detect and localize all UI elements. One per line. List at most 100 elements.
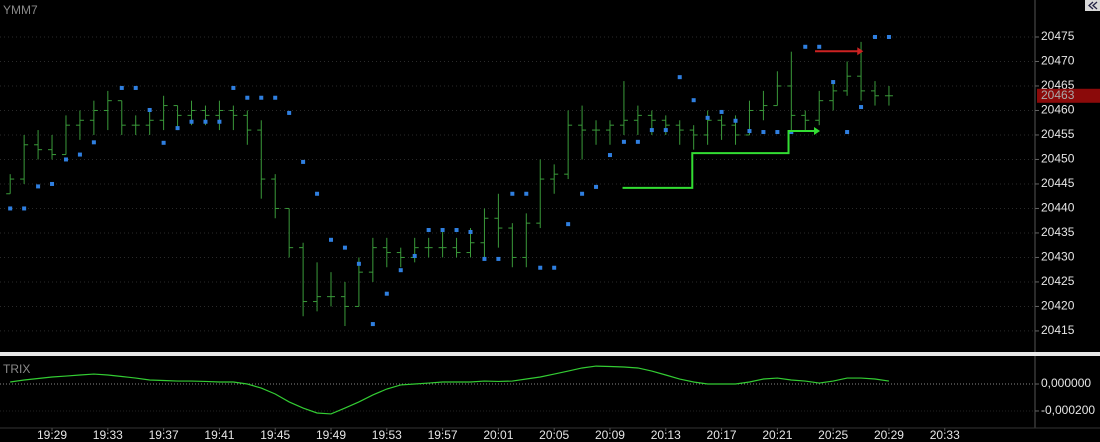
x-tick-label: 20:25 <box>818 428 848 442</box>
sar-dot <box>691 98 696 103</box>
sar-dot <box>886 34 891 39</box>
x-tick-label: 20:01 <box>483 428 513 442</box>
sar-dot <box>747 129 752 134</box>
sar-dot <box>63 157 68 162</box>
sar-dot <box>147 107 152 112</box>
y-tick-label: 20470 <box>1041 54 1075 68</box>
sar-dot <box>50 181 55 186</box>
x-tick-label: 20:21 <box>762 428 792 442</box>
y-tick-label: 0,000000 <box>1041 376 1091 390</box>
button-icon[interactable] <box>1088 1 1098 10</box>
sar-dot <box>36 184 41 189</box>
sar-dot <box>733 118 738 123</box>
trix-line <box>10 365 890 415</box>
x-tick-label: 20:09 <box>595 428 625 442</box>
y-tick-label: 20455 <box>1041 127 1075 141</box>
sar-dot <box>356 261 361 266</box>
sar-dot <box>384 291 389 296</box>
sar-dot <box>398 268 403 273</box>
sar-dot <box>259 95 264 100</box>
sar-dot <box>607 153 612 158</box>
stop-line <box>622 130 816 189</box>
sar-dot <box>580 191 585 196</box>
y-tick-label: 20420 <box>1041 299 1075 313</box>
last-price-label: 20463 <box>1041 88 1075 102</box>
sar-dot <box>454 228 459 233</box>
sar-dot <box>663 128 668 133</box>
x-tick-label: 19:33 <box>93 428 123 442</box>
sar-dot <box>440 228 445 233</box>
y-tick-label: 20465 <box>1041 78 1075 92</box>
x-tick-label: 19:57 <box>428 428 458 442</box>
x-tick-label: 19:29 <box>37 428 67 442</box>
x-tick-label: 20:05 <box>539 428 569 442</box>
sar-dot <box>91 140 96 145</box>
sar-dot <box>677 75 682 80</box>
sar-dot <box>775 130 780 135</box>
y-tick-label: 20445 <box>1041 176 1075 190</box>
sar-dot <box>859 105 864 110</box>
stop-arrow <box>814 127 821 136</box>
sar-dot <box>426 228 431 233</box>
sar-dot <box>482 256 487 261</box>
sar-dot <box>496 256 501 261</box>
sar-dot <box>594 184 599 189</box>
y-tick-label: 20450 <box>1041 152 1075 166</box>
sar-dot <box>817 44 822 49</box>
y-tick-label: 20460 <box>1041 103 1075 117</box>
sar-dot <box>287 110 292 115</box>
sar-dot <box>273 95 278 100</box>
collapse-button[interactable] <box>1085 0 1100 11</box>
sar-dot <box>189 119 194 124</box>
sar-dot <box>705 115 710 120</box>
price-panel-title: YMM7 <box>3 3 38 17</box>
sar-dot <box>342 245 347 250</box>
last-price-box <box>1037 88 1100 103</box>
sar-dot <box>524 191 529 196</box>
sar-dot <box>831 80 836 85</box>
sar-dot <box>370 322 375 327</box>
x-tick-label: 19:49 <box>316 428 346 442</box>
sar-dot <box>329 237 334 242</box>
sar-dot <box>231 85 236 90</box>
sar-dot <box>566 222 571 227</box>
y-tick-label: 20415 <box>1041 323 1075 337</box>
x-tick-label: 20:33 <box>930 428 960 442</box>
sar-dot <box>552 265 557 270</box>
sar-dot <box>22 206 27 211</box>
x-tick-label: 19:53 <box>372 428 402 442</box>
panel-separator <box>0 352 1100 356</box>
sar-dot <box>761 130 766 135</box>
sar-dot <box>538 265 543 270</box>
x-tick-label: 19:45 <box>260 428 290 442</box>
x-tick-label: 20:13 <box>651 428 681 442</box>
sar-dot <box>635 139 640 144</box>
sar-dot <box>119 85 124 90</box>
sar-dot <box>649 128 654 133</box>
sar-dot <box>873 34 878 39</box>
sar-dot <box>468 229 473 234</box>
sar-dot <box>719 109 724 114</box>
sar-dot <box>621 139 626 144</box>
sar-dot <box>175 126 180 131</box>
sar-dot <box>133 85 138 90</box>
sar-dot <box>301 159 306 164</box>
y-tick-label: -0,000200 <box>1041 403 1095 417</box>
sar-dot <box>217 119 222 124</box>
sar-dot <box>161 140 166 145</box>
x-tick-label: 19:41 <box>204 428 234 442</box>
trix-panel-title: TRIX <box>3 362 30 376</box>
sar-dot <box>803 44 808 49</box>
sar-dot <box>845 130 850 135</box>
x-tick-label: 20:17 <box>707 428 737 442</box>
y-tick-label: 20435 <box>1041 225 1075 239</box>
sar-dot <box>412 253 417 258</box>
y-tick-label: 20425 <box>1041 274 1075 288</box>
x-tick-label: 19:37 <box>149 428 179 442</box>
sar-dot <box>315 191 320 196</box>
x-tick-label: 20:29 <box>874 428 904 442</box>
sar-dot <box>510 191 515 196</box>
sar-dot <box>77 152 82 157</box>
sar-dot <box>203 119 208 124</box>
y-tick-label: 20440 <box>1041 201 1075 215</box>
